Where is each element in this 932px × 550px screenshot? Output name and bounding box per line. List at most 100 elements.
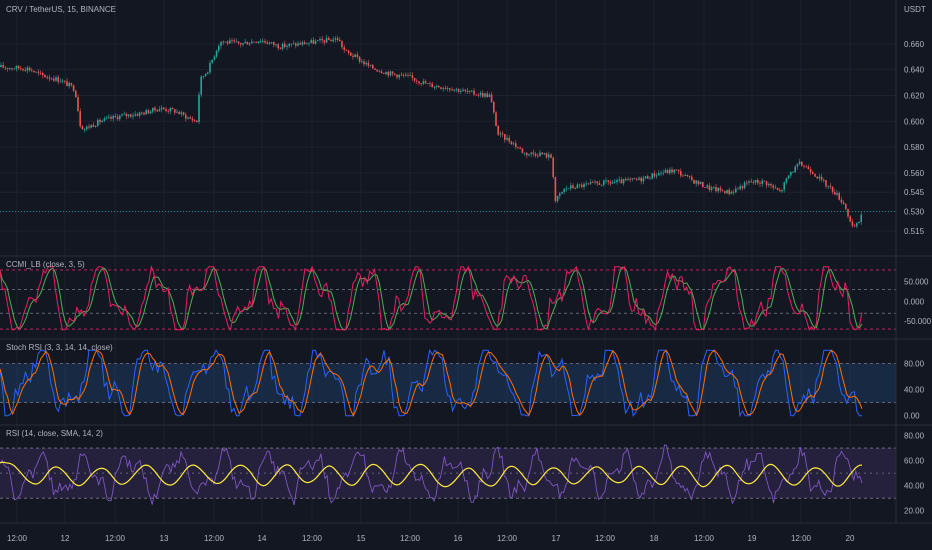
- candle-body: [631, 178, 634, 180]
- candle-body: [508, 137, 510, 142]
- candle-body: [697, 180, 700, 185]
- candle-body: [774, 187, 777, 189]
- candle-body: [585, 183, 587, 185]
- candle-body: [141, 112, 143, 114]
- candle-body: [460, 91, 462, 92]
- candle-body: [273, 42, 275, 46]
- candle-body: [396, 74, 398, 78]
- candle-body: [42, 72, 44, 76]
- candle-body: [541, 152, 543, 155]
- candle-body: [237, 41, 240, 44]
- candle-body: [202, 76, 205, 77]
- time-axis-label: 12:00: [497, 534, 518, 543]
- candle-body: [105, 117, 108, 119]
- candle-body: [97, 119, 99, 126]
- candle-body: [713, 186, 715, 188]
- grid-lines: [0, 0, 896, 523]
- candle-body: [493, 102, 495, 113]
- candle-body: [464, 89, 466, 91]
- price-axis[interactable]: 0.660 0.640 0.620 0.600 0.580 0.560 0.545 0.530…: [904, 40, 925, 236]
- axis-tick-label: 0.545: [904, 188, 925, 197]
- candle-body: [367, 62, 370, 66]
- candle-body: [31, 70, 33, 72]
- candle-body: [2, 65, 4, 68]
- candle-body: [385, 72, 387, 74]
- candle-body: [673, 169, 675, 173]
- candle-body: [167, 111, 169, 112]
- candle-body: [50, 78, 53, 80]
- candle-body: [772, 185, 774, 188]
- candle-body: [565, 188, 568, 190]
- candle-body: [380, 71, 383, 74]
- candle-body: [521, 148, 524, 153]
- candle-body: [838, 192, 840, 200]
- candle-body: [191, 118, 194, 121]
- stoch-rsi-pane[interactable]: [0, 348, 896, 418]
- candle-body: [699, 181, 702, 185]
- candle-body: [653, 173, 656, 177]
- candle-body: [198, 94, 200, 123]
- candle-body: [433, 86, 436, 88]
- candle-body: [440, 87, 442, 89]
- candle-body: [90, 125, 92, 128]
- candle-body: [704, 187, 706, 188]
- candle-body: [622, 179, 625, 184]
- candle-body: [684, 174, 686, 176]
- candle-body: [15, 65, 18, 69]
- candle-body: [519, 147, 521, 149]
- time-axis[interactable]: 12:00 12 12:00 13 12:00 14 12:00 15 12:00 16 12:00…: [7, 534, 855, 543]
- candle-body: [761, 180, 763, 184]
- candle-body: [251, 41, 253, 44]
- candle-body: [787, 175, 790, 179]
- candle-body: [226, 41, 229, 44]
- time-axis-label: 13: [160, 534, 169, 543]
- candle-body: [741, 186, 744, 189]
- price-pane[interactable]: [0, 34, 896, 229]
- candle-body: [735, 188, 737, 193]
- candle-body: [147, 110, 150, 114]
- candle-body: [180, 112, 183, 115]
- axis-tick-label: 0.600: [904, 117, 925, 126]
- candle-body: [361, 61, 363, 63]
- rsi-pane[interactable]: [0, 444, 896, 506]
- candle-body: [231, 40, 233, 42]
- candle-body: [196, 120, 198, 123]
- candle-body: [295, 43, 297, 46]
- candle-body: [319, 38, 321, 41]
- candle-body: [589, 182, 592, 184]
- candle-body: [490, 94, 493, 103]
- candle-body: [160, 107, 163, 110]
- candle-body: [528, 154, 530, 156]
- candle-body: [785, 178, 788, 183]
- candle-body: [328, 37, 330, 40]
- candle-body: [240, 43, 242, 45]
- candle-body: [438, 85, 440, 88]
- candle-body: [136, 114, 139, 116]
- candle-body: [35, 71, 37, 73]
- candle-body: [455, 88, 458, 90]
- candle-body: [739, 186, 741, 190]
- candle-body: [853, 225, 856, 227]
- time-axis-label: 20: [846, 534, 855, 543]
- candle-body: [343, 47, 345, 50]
- ccmi-pane[interactable]: [0, 265, 896, 332]
- candle-body: [730, 191, 733, 194]
- candle-body: [332, 39, 334, 42]
- candle-body: [154, 107, 156, 111]
- candle-body: [449, 88, 451, 90]
- candle-body: [748, 181, 750, 183]
- time-axis-label: 12:00: [595, 534, 616, 543]
- time-axis-label: 12:00: [694, 534, 715, 543]
- candle-body: [759, 182, 761, 184]
- candle-body: [677, 169, 680, 172]
- candle-body: [323, 40, 326, 43]
- candle-body: [732, 191, 735, 193]
- candle-body: [400, 74, 403, 76]
- candle-body: [451, 89, 453, 91]
- candle-body: [169, 108, 172, 112]
- candle-body: [213, 56, 216, 60]
- candle-body: [66, 81, 68, 87]
- stoch-rsi-title: Stoch RSI (3, 3, 14, 14, close): [6, 343, 113, 352]
- axis-tick-label: 80.00: [904, 432, 925, 441]
